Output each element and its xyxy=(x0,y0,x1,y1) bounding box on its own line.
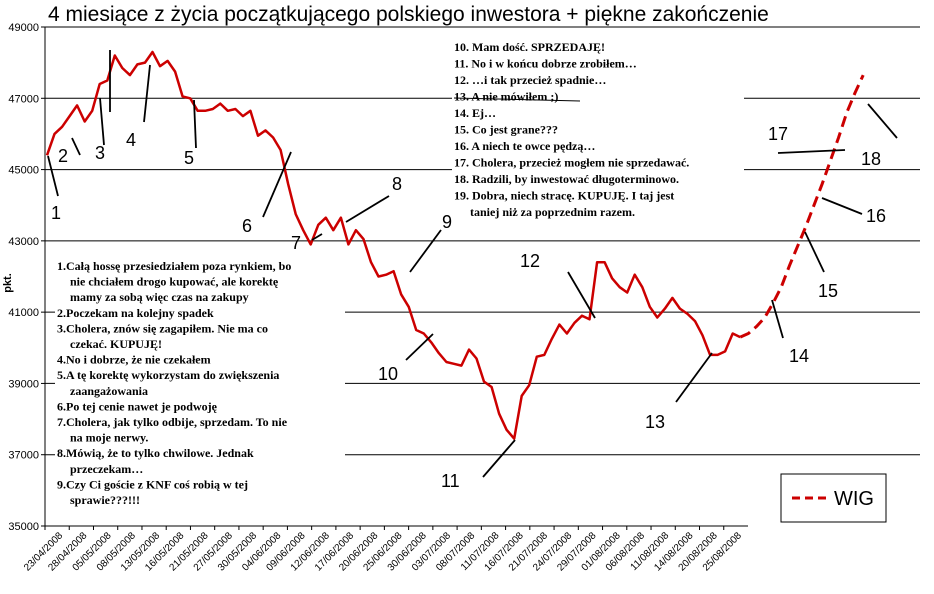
y-tick-label: 35000 xyxy=(8,521,39,533)
legend: WIG xyxy=(780,473,887,523)
annotation-number: 2 xyxy=(58,146,68,166)
note-line-left: na moje nerwy. xyxy=(70,431,148,445)
annotation-pointer xyxy=(567,271,596,319)
annotation-pointer xyxy=(771,299,784,339)
note-line-right: 17. Cholera, przecież mogłem nie sprzeda… xyxy=(454,156,689,170)
note-line-right: 18. Radzili, by inwestować długoterminow… xyxy=(454,172,679,186)
annotation-number: 15 xyxy=(818,281,838,301)
annotation-number: 17 xyxy=(768,124,788,144)
annotation-number: 12 xyxy=(520,251,540,271)
note-line-left: przeczekam… xyxy=(70,462,143,476)
annotation-number: 7 xyxy=(291,233,301,253)
note-line-right: 16. A niech te owce pędzą… xyxy=(454,139,595,153)
annotation-number: 1 xyxy=(51,203,61,223)
note-line-left: zaangażowania xyxy=(70,384,148,398)
annotation-pointer xyxy=(311,233,323,241)
annotation-pointer xyxy=(777,149,846,154)
annotation-pointers xyxy=(47,50,898,478)
chart-title: 4 miesiące z życia początkującego polski… xyxy=(48,3,769,26)
annotation-number: 8 xyxy=(392,174,402,194)
y-tick-label: 39000 xyxy=(8,378,39,390)
note-line-left: 8.Mówią, że to tylko chwilowe. Jednak xyxy=(57,446,254,460)
annotation-pointer xyxy=(143,64,151,123)
annotation-pointer xyxy=(482,439,516,478)
note-line-left: 7.Cholera, jak tylko odbije, sprzedam. T… xyxy=(57,415,288,429)
annotation-number: 13 xyxy=(645,412,665,432)
note-line-left: 9.Czy Ci goście z KNF coś robią w tej xyxy=(57,477,248,491)
annotation-number: 5 xyxy=(184,148,194,168)
annotation-number: 14 xyxy=(789,346,809,366)
annotation-number: 9 xyxy=(442,212,452,232)
note-line-right: 19. Dobra, niech stracę. KUPUJĘ. I taj j… xyxy=(454,189,674,203)
annotation-pointer xyxy=(262,151,292,218)
note-line-left: 3.Cholera, znów się zagapiłem. Nie ma co xyxy=(57,321,268,335)
note-line-left: mamy za sobą więc czas na zakupy xyxy=(70,290,249,304)
y-axis-ticks: 35000 37000 39000 41000 43000 45000 47000 49000 xyxy=(8,22,45,533)
series-line-forecast xyxy=(739,74,865,339)
annotation-pointer xyxy=(821,197,863,215)
annotation-pointer xyxy=(345,195,390,223)
series-group xyxy=(45,50,865,440)
note-line-left: czekać. KUPUJĘ! xyxy=(70,337,162,351)
annotation-number: 4 xyxy=(126,130,136,150)
note-strikethrough xyxy=(453,97,581,102)
y-tick-label: 45000 xyxy=(8,165,39,177)
annotation-number: 18 xyxy=(861,149,881,169)
annotation-pointer xyxy=(71,137,81,156)
note-line-right: 10. Mam dość. SPRZEDAJĘ! xyxy=(454,40,605,54)
legend-box xyxy=(780,473,887,523)
y-tick-label: 49000 xyxy=(8,22,39,34)
y-tick-label: 41000 xyxy=(8,307,39,319)
note-line-right: taniej niż za poprzednim razem. xyxy=(470,205,635,219)
note-line-right: 15. Co jest grane??? xyxy=(454,123,558,137)
note-line-left: 4.No i dobrze, że nie czekałem xyxy=(57,353,211,367)
x-axis-ticks: 23/04/200828/04/200805/05/200808/05/2008… xyxy=(22,526,744,574)
note-line-left: sprawie???!!! xyxy=(70,493,140,507)
annotation-number: 3 xyxy=(95,143,105,163)
notes-left-block: 1.Całą hossę przesiedziałem poza rynkiem… xyxy=(55,254,345,524)
series-line-wig xyxy=(45,50,741,440)
notes-right-block: 10. Mam dość. SPRZEDAJĘ! 11. No i w końcu… xyxy=(452,36,744,221)
annotation-pointer xyxy=(99,97,105,146)
y-tick-label: 47000 xyxy=(8,93,39,105)
note-line-right: 14. Ej… xyxy=(454,106,496,120)
annotation-number: 6 xyxy=(242,216,252,236)
note-line-left: 1.Całą hossę przesiedziałem poza rynkiem… xyxy=(57,259,291,273)
annotation-number: 11 xyxy=(441,471,460,491)
note-line-left: 2.Poczekam na kolejny spadek xyxy=(57,306,214,320)
note-line-left: 6.Po tej cenie nawet je podwoję xyxy=(57,399,218,413)
annotation-number: 16 xyxy=(866,206,886,226)
note-line-left: 5.A tę korektę wykorzystam do zwiększeni… xyxy=(57,368,279,382)
note-line-right: 13. A nie mówiłem ;) xyxy=(454,90,558,104)
notes-left-background xyxy=(55,254,345,524)
annotation-pointer xyxy=(193,99,197,149)
y-tick-label: 37000 xyxy=(8,450,39,462)
note-line-right: 12. …i tak przecież spadnie… xyxy=(454,73,606,87)
y-axis-label: pkt. xyxy=(2,273,14,293)
annotation-pointer xyxy=(804,231,825,273)
note-line-right: 11. No i w końcu dobrze zrobiłem… xyxy=(454,57,637,71)
notes-right-background xyxy=(452,36,744,221)
legend-label-wig: WIG xyxy=(834,488,874,510)
annotation-number: 10 xyxy=(378,364,398,384)
annotation-pointer xyxy=(47,155,59,197)
annotation-pointer xyxy=(405,333,434,361)
y-tick-label: 43000 xyxy=(8,236,39,248)
annotation-pointer xyxy=(867,103,898,139)
annotation-pointer xyxy=(675,352,713,403)
annotation-pointer xyxy=(409,229,442,273)
note-line-left: nie chciałem drogo kupować, ale korektę xyxy=(70,275,279,289)
